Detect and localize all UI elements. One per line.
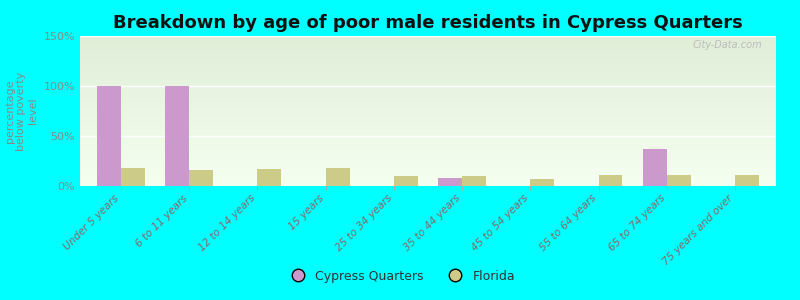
Bar (166, 86, 189, 186)
Bar (189, 170, 213, 186)
Bar (394, 176, 418, 186)
Bar (438, 178, 462, 186)
Bar (598, 175, 622, 186)
Bar (97, 86, 121, 186)
Bar (326, 168, 350, 186)
Bar (643, 149, 667, 186)
Title: Breakdown by age of poor male residents in Cypress Quarters: Breakdown by age of poor male residents … (113, 14, 743, 32)
Y-axis label: percentage
below poverty
level: percentage below poverty level (5, 71, 38, 151)
Bar (667, 175, 690, 186)
Bar (462, 176, 486, 186)
Legend: Cypress Quarters, Florida: Cypress Quarters, Florida (280, 265, 520, 288)
Bar (121, 168, 145, 186)
Bar (258, 169, 282, 186)
Text: City-Data.com: City-Data.com (693, 40, 762, 50)
Bar (735, 175, 759, 186)
Bar (530, 179, 554, 186)
